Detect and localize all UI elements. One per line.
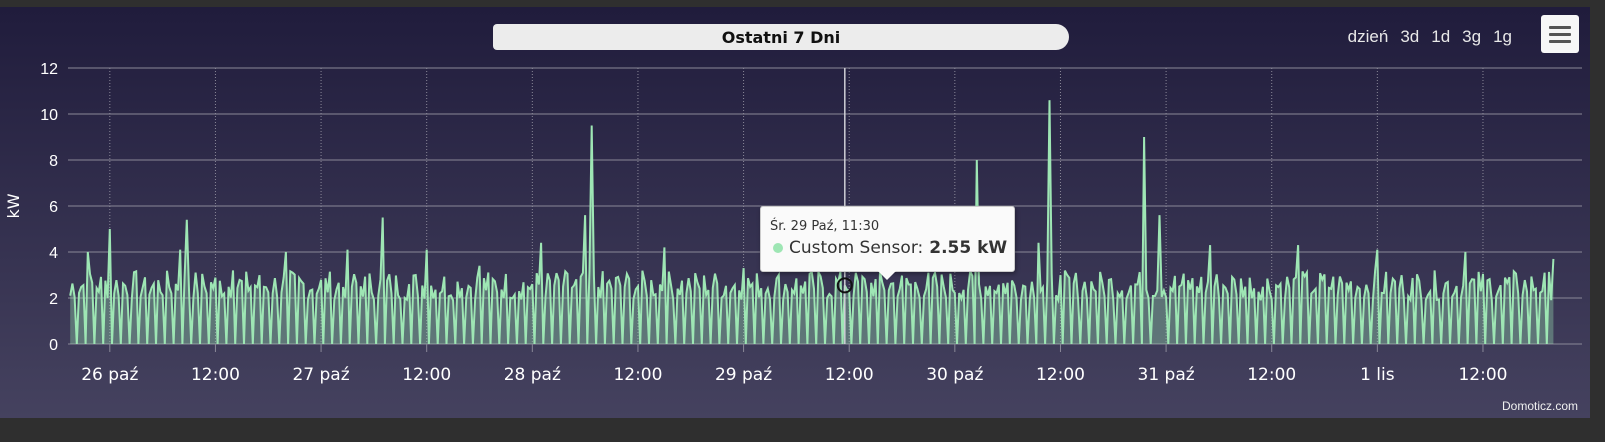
chart-menu-button[interactable] xyxy=(1541,15,1579,53)
series-line xyxy=(69,100,1555,345)
y-tick-label: 2 xyxy=(49,291,58,308)
range-button-3d[interactable]: 3d xyxy=(1400,27,1420,46)
chart-title: Ostatni 7 Dni xyxy=(493,24,1069,50)
series-dot-icon xyxy=(773,243,783,253)
hover-marker xyxy=(836,277,853,294)
y-axis-label: kW xyxy=(4,193,23,218)
x-tick-label: 12:00 xyxy=(402,365,451,385)
x-tick-label: 12:00 xyxy=(825,365,874,385)
y-tick-label: 4 xyxy=(49,245,58,262)
x-tick-label: 12:00 xyxy=(191,365,240,385)
tooltip-header: Śr. 29 Paź, 11:30 xyxy=(770,219,880,234)
x-tick-label: 12:00 xyxy=(1458,365,1507,385)
chart-canvas: 0 2 4 6 8 10 12 26 paź 12:00 27 paź 12:00 28 paź 12:… xyxy=(4,61,1582,385)
x-tick-label: 30 paź xyxy=(926,365,983,385)
x-tick-label: 28 paź xyxy=(504,365,561,385)
x-tick-label: 26 paź xyxy=(81,365,138,385)
y-tick-label: 12 xyxy=(40,61,58,78)
range-button-3h[interactable]: 3g xyxy=(1462,27,1482,46)
x-tick-label: 29 paź xyxy=(715,365,772,385)
y-tick-label: 10 xyxy=(40,107,58,124)
data-tooltip: Śr. 29 Paź, 11:30 Custom Sensor: 2.55 kW xyxy=(760,206,1015,280)
x-tick-label: 12:00 xyxy=(1247,365,1296,385)
range-button-day[interactable]: dzień xyxy=(1347,27,1389,46)
x-tick-label: 31 paź xyxy=(1138,365,1195,385)
tooltip-series-name: Custom Sensor: xyxy=(789,238,924,258)
chart-panel: 0 2 4 6 8 10 12 26 paź 12:00 27 paź 12:00 28 paź 12:… xyxy=(0,7,1590,418)
hamburger-icon xyxy=(1549,25,1571,43)
range-button-1d[interactable]: 1d xyxy=(1431,27,1451,46)
y-tick-label: 6 xyxy=(49,199,58,216)
x-tick-label: 27 paź xyxy=(292,365,349,385)
x-tick-label: 12:00 xyxy=(1036,365,1085,385)
x-tick-label: 1 lis xyxy=(1360,365,1395,385)
range-button-1h[interactable]: 1g xyxy=(1493,27,1512,46)
y-tick-label: 0 xyxy=(49,337,58,354)
tooltip-value: 2.55 kW xyxy=(929,238,1008,258)
tooltip-row: Custom Sensor: 2.55 kW xyxy=(773,238,1007,258)
y-tick-label: 8 xyxy=(49,153,58,170)
credits-link[interactable]: Domoticz.com xyxy=(1501,399,1578,413)
x-tick-label: 12:00 xyxy=(613,365,662,385)
range-selector: dzień 3d 1d 3g 1g xyxy=(1348,27,1512,47)
